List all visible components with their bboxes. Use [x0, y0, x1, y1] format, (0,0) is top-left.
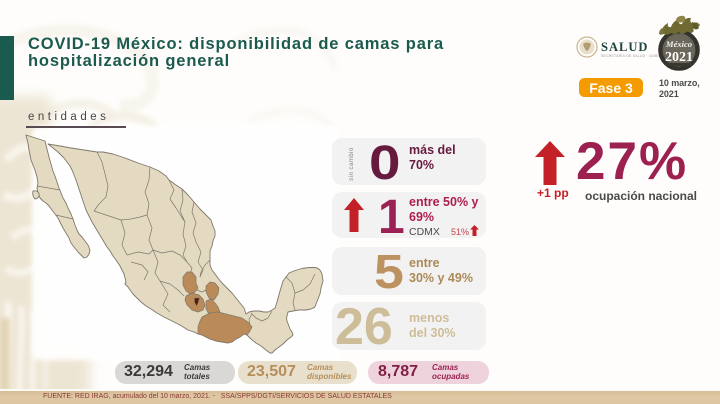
svg-text:2021: 2021: [665, 50, 693, 65]
svg-text:México: México: [665, 39, 692, 49]
